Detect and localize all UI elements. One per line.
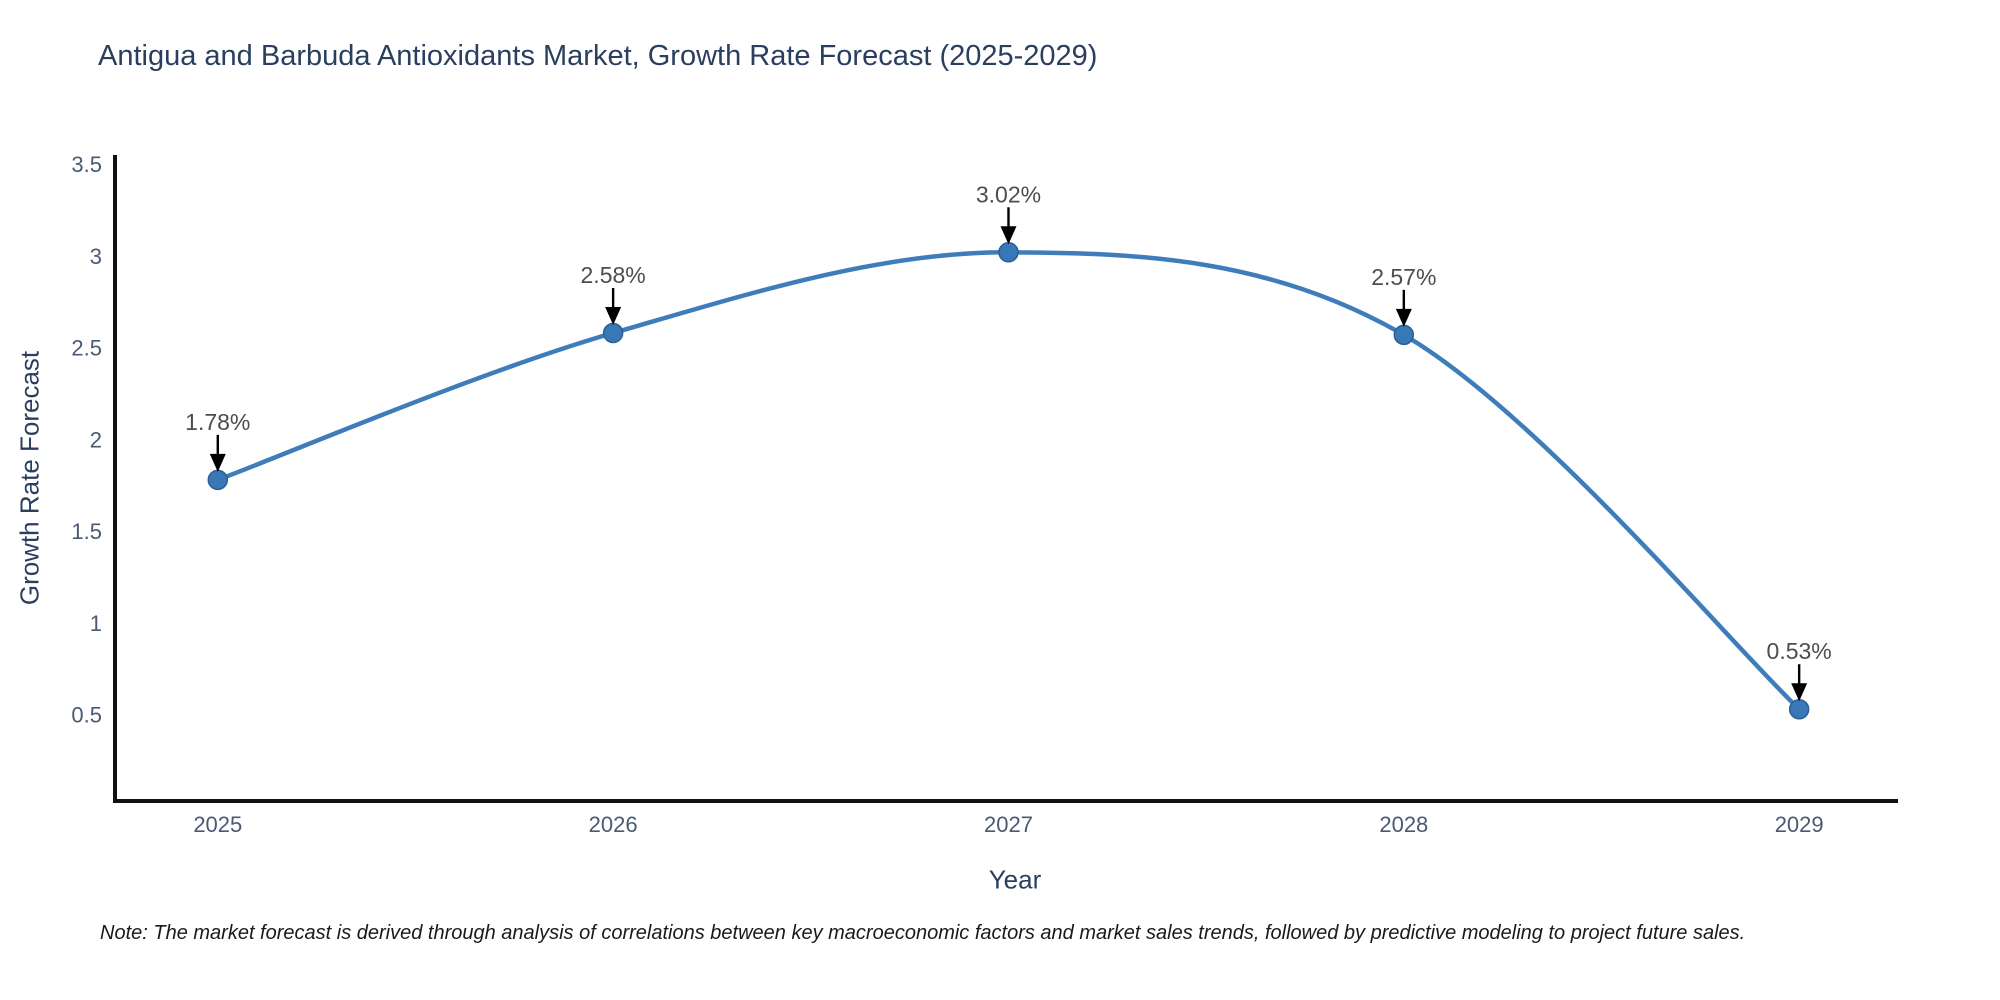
x-tick-label: 2029	[1775, 812, 1824, 837]
point-value-label: 2.58%	[581, 262, 646, 288]
y-tick-label: 3.5	[71, 152, 102, 177]
x-tick-label: 2028	[1379, 812, 1428, 837]
data-point-marker[interactable]	[1393, 324, 1415, 346]
y-tick-label: 2.5	[71, 336, 102, 361]
annotation-arrow-head	[1395, 308, 1412, 327]
y-tick-label: 1	[90, 611, 102, 636]
y-tick-label: 1.5	[71, 519, 102, 544]
x-axis-title: Year	[988, 864, 1042, 895]
y-axis-title: Growth Rate Forecast	[14, 350, 45, 606]
y-tick-label: 0.5	[71, 703, 102, 728]
footnote: Note: The market forecast is derived thr…	[100, 922, 1746, 944]
x-tick-label: 2025	[193, 812, 242, 837]
point-value-label: 3.02%	[976, 181, 1041, 207]
x-tick-label: 2026	[589, 812, 638, 837]
annotation-arrow-head	[605, 307, 622, 326]
annotation-arrow-head	[1791, 683, 1808, 702]
point-value-label: 1.78%	[185, 409, 250, 435]
point-value-label: 0.53%	[1767, 638, 1832, 664]
data-point-marker[interactable]	[998, 242, 1019, 263]
y-tick-label: 2	[90, 427, 102, 452]
plot-area[interactable]	[115, 155, 1898, 801]
data-point-marker[interactable]	[207, 469, 229, 491]
data-point-marker[interactable]	[1788, 698, 1810, 720]
annotation-arrow-head	[209, 453, 226, 472]
point-value-label: 2.57%	[1371, 264, 1436, 290]
y-tick-label: 3	[90, 244, 102, 269]
annotation-arrow-head	[1000, 226, 1017, 245]
x-tick-label: 2027	[984, 812, 1033, 837]
data-point-marker[interactable]	[602, 322, 624, 344]
chart-title: Antigua and Barbuda Antioxidants Market,…	[98, 40, 1098, 72]
